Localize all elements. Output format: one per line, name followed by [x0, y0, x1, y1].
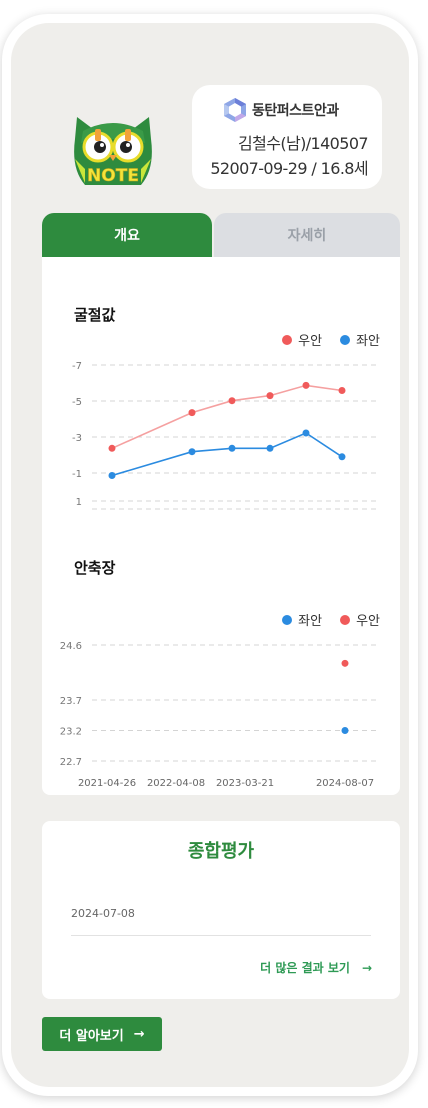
hospital-logo-icon	[224, 98, 246, 122]
data-point	[228, 444, 236, 452]
y-tick-label: -5	[72, 397, 82, 408]
legend-dot	[282, 614, 293, 625]
data-point	[188, 409, 196, 417]
divider	[71, 935, 371, 936]
y-tick-label: 23.2	[60, 726, 82, 737]
x-tick-label: 2023-03-21	[216, 778, 274, 789]
y-tick-label: 1	[76, 497, 82, 508]
patient-name-id: 김철수(남)/140507	[237, 134, 369, 153]
data-point	[302, 381, 310, 389]
data-point	[228, 397, 236, 405]
legend-dot	[340, 614, 351, 625]
y-tick-label: -7	[72, 361, 82, 372]
x-tick-label: 2024-08-07	[316, 778, 374, 789]
data-point	[266, 392, 274, 400]
series-line	[111, 384, 343, 450]
arrow-right-icon: →	[361, 960, 372, 975]
summary-card: 종합평가 2024-07-08 더 많은 결과 보기 →	[42, 821, 400, 999]
y-tick-label: -1	[72, 469, 82, 480]
hospital-name: 동탄퍼스트안과	[252, 103, 339, 119]
legend-dot	[282, 334, 293, 345]
charts-canvas: -7 -5 -3 -1 1 24.6 23.7 23.2 22.7 2021-04-26 2022-…	[60, 361, 378, 789]
legend-item-right-eye: 우안	[340, 610, 380, 629]
refraction-legend: 우안 좌안	[264, 330, 380, 349]
y-tick-label: 22.7	[60, 757, 82, 768]
learn-more-label: 더 알아보기	[59, 1028, 124, 1044]
refraction-title: 굴절값	[74, 306, 116, 324]
app-screen: NOTE 동탄퍼스트안과 김철수(남)/140507 52007-09-29 /…	[11, 23, 409, 1087]
legend-label: 우안	[356, 614, 380, 629]
data-point	[108, 444, 116, 452]
arrow-right-icon: →	[133, 1026, 145, 1042]
data-point	[302, 429, 310, 437]
summary-date: 2024-07-08	[71, 907, 135, 920]
x-tick-label: 2021-04-26	[78, 778, 136, 789]
axial-length-title: 안축장	[74, 559, 116, 577]
data-point	[108, 472, 116, 479]
charts-panel: 굴절값 우안 좌안 안축장 좌안 우안 -7 -5 -3 -1 1 24.6 23.7 23.…	[42, 257, 400, 795]
axial-length-legend: 좌안 우안	[264, 610, 380, 629]
legend-label: 우안	[298, 334, 323, 349]
svg-text:NOTE: NOTE	[87, 166, 139, 186]
x-tick-label: 2022-04-08	[147, 778, 205, 789]
data-point	[341, 726, 349, 734]
y-tick-label: 24.6	[60, 641, 82, 652]
tab-detail[interactable]: 자세히	[214, 213, 400, 257]
tab-overview[interactable]: 개요	[42, 213, 212, 257]
more-results-link[interactable]: 더 많은 결과 보기 →	[260, 959, 372, 976]
more-results-label: 더 많은 결과 보기	[260, 961, 350, 975]
owl-note-logo: NOTE	[74, 117, 152, 186]
y-tick-label: -3	[72, 433, 82, 444]
data-point	[188, 448, 196, 456]
phone-frame: NOTE 동탄퍼스트안과 김철수(남)/140507 52007-09-29 /…	[2, 14, 418, 1096]
patient-birth-age: 52007-09-29 / 16.8세	[210, 159, 368, 178]
legend-dot	[340, 334, 351, 345]
summary-title: 종합평가	[187, 841, 255, 862]
legend-item-left-eye: 좌안	[340, 330, 380, 349]
legend-label: 좌안	[298, 614, 323, 629]
data-point	[338, 453, 346, 461]
legend-item-left-eye: 좌안	[282, 610, 322, 629]
data-point	[338, 387, 346, 394]
hospital-header: 동탄퍼스트안과	[222, 97, 339, 123]
patient-info-card: 동탄퍼스트안과 김철수(남)/140507 52007-09-29 / 16.8…	[192, 85, 382, 189]
learn-more-button[interactable]: 더 알아보기 →	[42, 1017, 162, 1051]
legend-item-right-eye: 우안	[282, 330, 322, 349]
y-tick-label: 23.7	[60, 696, 82, 707]
series-line	[111, 432, 343, 477]
data-point	[341, 659, 349, 667]
legend-label: 좌안	[356, 334, 380, 349]
data-point	[266, 444, 274, 452]
